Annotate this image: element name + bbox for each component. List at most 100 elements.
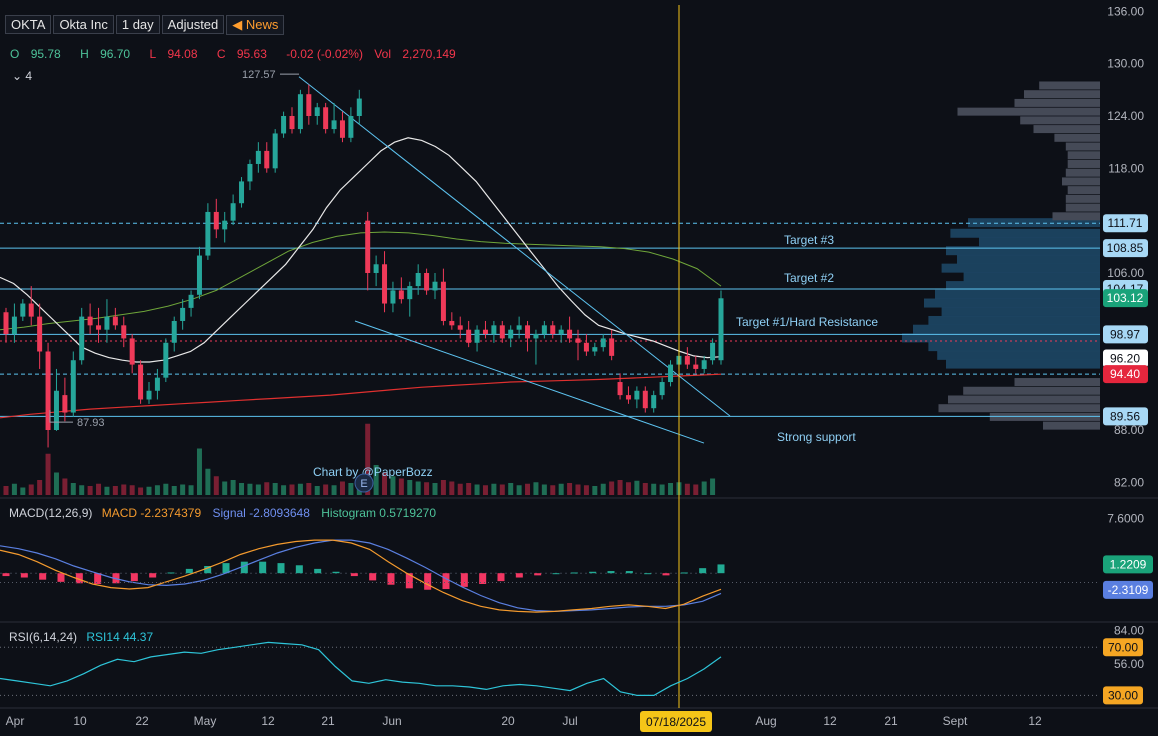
candle-body — [710, 342, 716, 361]
price-level-tag — [1103, 407, 1148, 426]
volume-bar — [104, 486, 110, 495]
time-axis-tick: 12 — [823, 714, 837, 728]
candle-body — [205, 211, 211, 256]
candle-body — [592, 347, 598, 352]
candle-body — [37, 316, 43, 352]
volume-profile-bar — [1065, 194, 1100, 203]
volume-profile-bar — [1067, 151, 1100, 160]
volume-bar — [424, 482, 430, 495]
channel-trendline — [354, 320, 705, 444]
candle-body — [3, 312, 9, 335]
price-axis-tick: 118.00 — [1108, 161, 1144, 175]
rsi-tag — [1103, 638, 1143, 657]
candle-body — [356, 98, 362, 116]
high-annotation: 127.57 — [242, 69, 276, 81]
volume-profile-bar — [937, 350, 1100, 360]
macd-histogram-bar — [295, 565, 303, 574]
volume-bar — [659, 484, 665, 495]
volume-bar — [482, 485, 488, 495]
time-axis-tick: Apr — [6, 714, 25, 728]
volume-bar — [154, 485, 160, 495]
macd-histogram-bar — [662, 573, 670, 576]
volume-bar — [3, 486, 9, 495]
macd-histogram-bar — [277, 563, 285, 574]
time-axis-tick: 12 — [261, 714, 275, 728]
volume-bar — [96, 483, 102, 495]
candle-body — [45, 351, 51, 430]
low-annotation-leader — [49, 410, 73, 423]
volume-bar — [196, 448, 202, 495]
volume-bar — [314, 486, 320, 495]
candle-body — [306, 94, 312, 116]
volume-profile-bar — [1065, 203, 1100, 212]
credit-label: Chart by @PaperBozz — [313, 465, 433, 479]
candle-body — [180, 307, 186, 321]
candle-body — [272, 133, 278, 169]
volume-bar — [239, 483, 245, 495]
volume-bar — [668, 483, 674, 495]
interval-button[interactable]: 1 day — [115, 15, 160, 34]
volume-bar — [373, 465, 379, 495]
target3-label: Target #3 — [784, 233, 834, 247]
price-axis-tick: 106.00 — [1107, 266, 1144, 280]
volume-bar — [398, 478, 404, 495]
candle-body — [112, 316, 118, 326]
volume-bar — [701, 481, 707, 495]
rsi-legend: RSI(6,14,24) RSI14 44.37 — [9, 630, 154, 644]
news-button[interactable]: ◀ News — [226, 15, 285, 35]
candle-body — [558, 329, 564, 335]
volume-profile-bar — [950, 228, 1100, 238]
volume-profile-bar — [1065, 168, 1100, 177]
candle-body — [121, 325, 127, 339]
company-name[interactable]: Okta Inc — [53, 15, 114, 34]
volume-profile-bar — [1054, 133, 1100, 142]
candle-body — [171, 320, 177, 343]
candle-body — [390, 290, 396, 304]
volume-profile-bar — [946, 359, 1100, 369]
volume-bar — [499, 484, 505, 495]
price-level-tag — [1103, 349, 1148, 368]
high-value: 96.70 — [100, 47, 131, 61]
volume-profile-bar — [1039, 81, 1100, 90]
time-axis-tick: May — [194, 714, 217, 728]
symbol-button[interactable]: OKTA — [5, 15, 52, 34]
volume-bar — [710, 478, 716, 495]
adjusted-button[interactable]: Adjusted — [161, 15, 225, 34]
price-level-tag — [1103, 289, 1148, 308]
candle-body — [541, 325, 547, 335]
macd-histogram-bar — [460, 573, 468, 587]
price-axis-tick: 88.00 — [1114, 423, 1144, 437]
indicators-toggle[interactable]: ⌄ 4 — [12, 69, 32, 83]
price-level-tag — [1103, 365, 1148, 384]
macd-histogram-bar — [240, 561, 248, 574]
macd-axis-tick: 7.6000 — [1107, 511, 1144, 525]
macd-histogram-bar — [570, 572, 578, 574]
volume-bar — [634, 480, 640, 495]
macd-tag — [1103, 555, 1153, 574]
volume-profile-bar — [957, 107, 1100, 116]
price-level-tag — [1103, 239, 1148, 258]
candle-body — [196, 255, 202, 295]
low-annotation: 87.93 — [77, 417, 105, 429]
candle-body — [331, 120, 337, 130]
candle-body — [659, 382, 665, 396]
volume-profile-bar — [946, 246, 1100, 256]
candle-body — [255, 150, 261, 164]
volume-bar — [440, 480, 446, 495]
candle-body — [424, 273, 430, 291]
candle-body — [230, 203, 236, 221]
candle-body — [617, 382, 623, 396]
candle-body — [567, 329, 573, 339]
candle-body — [373, 264, 379, 273]
volume-profile-bar — [1067, 186, 1100, 195]
macd-histogram-bar — [259, 561, 267, 574]
macd-histogram-bar — [204, 566, 212, 574]
volume-bar — [146, 486, 152, 495]
candle-body — [466, 329, 472, 343]
macd-histogram-bar — [424, 573, 432, 590]
volume-bar — [693, 484, 699, 495]
megaphone-icon: ◀ — [232, 17, 243, 32]
volume-bar — [121, 484, 127, 495]
candle-body — [550, 325, 556, 335]
